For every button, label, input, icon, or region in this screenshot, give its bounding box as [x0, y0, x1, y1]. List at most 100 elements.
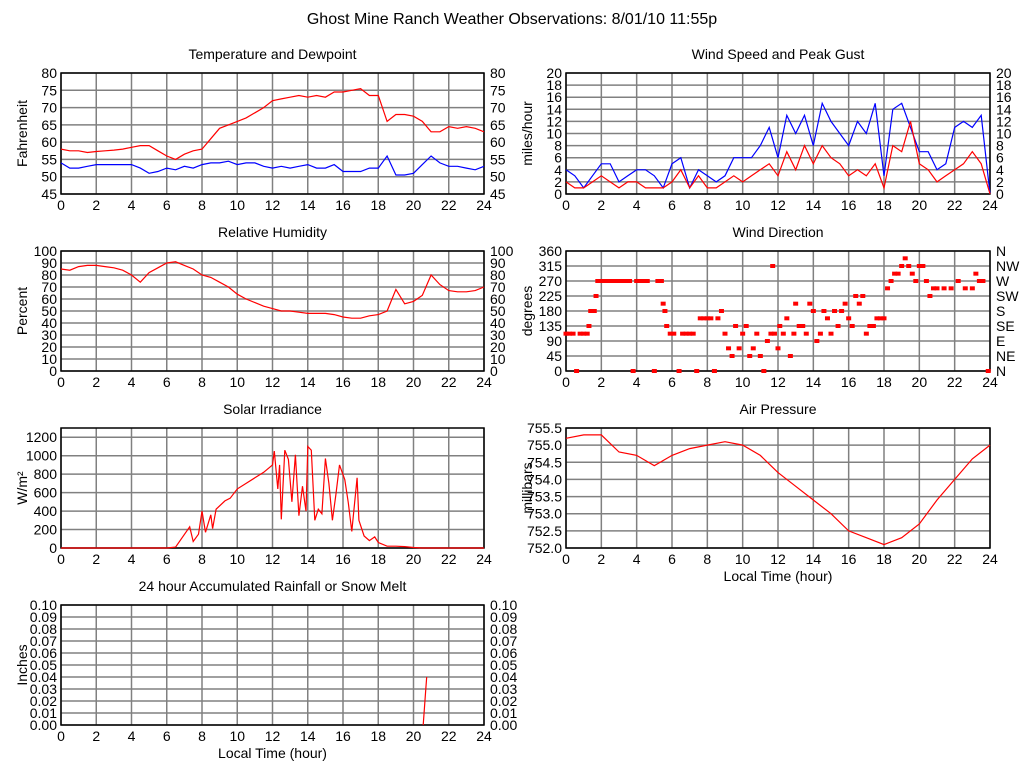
data-point — [701, 316, 707, 321]
y-tick-label: 40 — [41, 315, 57, 331]
data-point — [948, 286, 954, 291]
data-point — [757, 354, 763, 358]
y-right-tick-label: 100 — [490, 243, 514, 259]
y-tick-label: 0.01 — [30, 705, 57, 721]
x-tick-label: 20 — [406, 374, 422, 390]
y-tick-label: 30 — [41, 327, 57, 343]
y-right-tick-label: 0.06 — [490, 645, 517, 661]
x-tick-label: 0 — [57, 551, 65, 567]
y-right-tick-label: 18 — [996, 77, 1012, 93]
x-tick-label: 4 — [633, 197, 641, 213]
x-tick-label: 14 — [806, 197, 822, 213]
x-tick-label: 10 — [229, 551, 245, 567]
data-point — [832, 309, 838, 313]
y-right-tick-label: 4 — [996, 162, 1004, 178]
y-axis-label: millibars — [519, 462, 535, 513]
data-point — [740, 331, 746, 336]
y-tick-label: 2 — [554, 174, 562, 190]
y-right-tick-label: N — [996, 363, 1006, 379]
data-point — [623, 279, 629, 283]
y-tick-label: 10 — [546, 126, 562, 142]
y-right-tick-label: 60 — [490, 291, 506, 307]
plot-frame — [60, 604, 485, 726]
data-point — [680, 331, 686, 336]
x-tick-label: 0 — [57, 728, 65, 744]
x-tick-label: 24 — [982, 197, 998, 213]
y-tick-label: 50 — [41, 169, 57, 185]
data-point — [906, 264, 912, 268]
y-right-tick-label: 10 — [490, 351, 506, 367]
y-tick-label: 16 — [546, 89, 562, 105]
x-tick-label: 18 — [370, 728, 386, 744]
data-point — [856, 301, 862, 306]
data-point — [980, 279, 986, 283]
y-right-tick-label: 55 — [490, 151, 506, 167]
y-axis-label: miles/hour — [519, 101, 535, 166]
chart-title: Temperature and Dewpoint — [188, 46, 356, 62]
y-tick-label: 50 — [41, 303, 57, 319]
y-right-tick-label: 50 — [490, 169, 506, 185]
y-tick-label: 754.5 — [527, 454, 562, 470]
y-tick-label: 12 — [546, 113, 562, 129]
data-point — [671, 331, 677, 336]
x-tick-label: 14 — [806, 374, 822, 390]
x-tick-label: 10 — [735, 551, 751, 567]
data-point — [655, 279, 661, 283]
x-tick-label: 2 — [92, 197, 100, 213]
x-tick-label: 14 — [806, 551, 822, 567]
data-point — [870, 324, 876, 328]
chart-title: 24 hour Accumulated Rainfall or Snow Mel… — [139, 578, 407, 594]
data-point — [777, 324, 783, 328]
y-tick-label: 754.0 — [527, 471, 562, 487]
y-tick-label: 400 — [34, 503, 58, 519]
data-point — [581, 331, 587, 336]
data-point — [616, 279, 622, 283]
x-tick-label: 14 — [300, 551, 316, 567]
data-point — [667, 331, 673, 336]
y-tick-label: 18 — [546, 77, 562, 93]
plot-frame — [60, 427, 485, 549]
x-tick-label: 24 — [982, 551, 998, 567]
chart-title: Wind Direction — [732, 224, 823, 240]
y-right-tick-label: 75 — [490, 82, 506, 98]
data-point — [574, 369, 580, 373]
data-point — [877, 316, 883, 321]
y-right-tick-label: SW — [996, 288, 1019, 304]
data-point — [563, 331, 569, 336]
data-point — [895, 271, 901, 276]
x-tick-label: 20 — [912, 374, 928, 390]
plot-frame — [60, 250, 485, 372]
data-point — [807, 301, 813, 306]
x-tick-label: 16 — [335, 197, 351, 213]
series-line-1 — [60, 154, 485, 176]
y-tick-label: 753.0 — [527, 506, 562, 522]
y-tick-label: 0.08 — [30, 621, 57, 637]
y-right-tick-label: 80 — [490, 65, 506, 81]
y-right-tick-label: 80 — [490, 267, 506, 283]
y-tick-label: 0 — [554, 186, 562, 202]
data-point — [586, 324, 592, 328]
data-point — [715, 316, 721, 321]
data-point — [676, 369, 682, 373]
y-tick-label: 1000 — [26, 448, 57, 464]
data-point — [764, 339, 770, 343]
data-point — [605, 279, 611, 283]
x-tick-label: 12 — [770, 374, 786, 390]
y-tick-label: 60 — [41, 134, 57, 150]
x-tick-label: 12 — [770, 197, 786, 213]
x-tick-label: 12 — [770, 551, 786, 567]
x-tick-label: 18 — [876, 374, 892, 390]
x-tick-label: 22 — [947, 197, 963, 213]
data-point — [761, 369, 767, 373]
y-right-tick-label: 2 — [996, 174, 1004, 190]
data-point — [835, 324, 841, 328]
plot-frame — [565, 250, 991, 372]
y-right-tick-label: 6 — [996, 150, 1004, 166]
y-tick-label: 0 — [49, 363, 57, 379]
y-right-tick-label: S — [996, 303, 1005, 319]
data-point — [733, 324, 739, 328]
x-tick-label: 18 — [370, 197, 386, 213]
